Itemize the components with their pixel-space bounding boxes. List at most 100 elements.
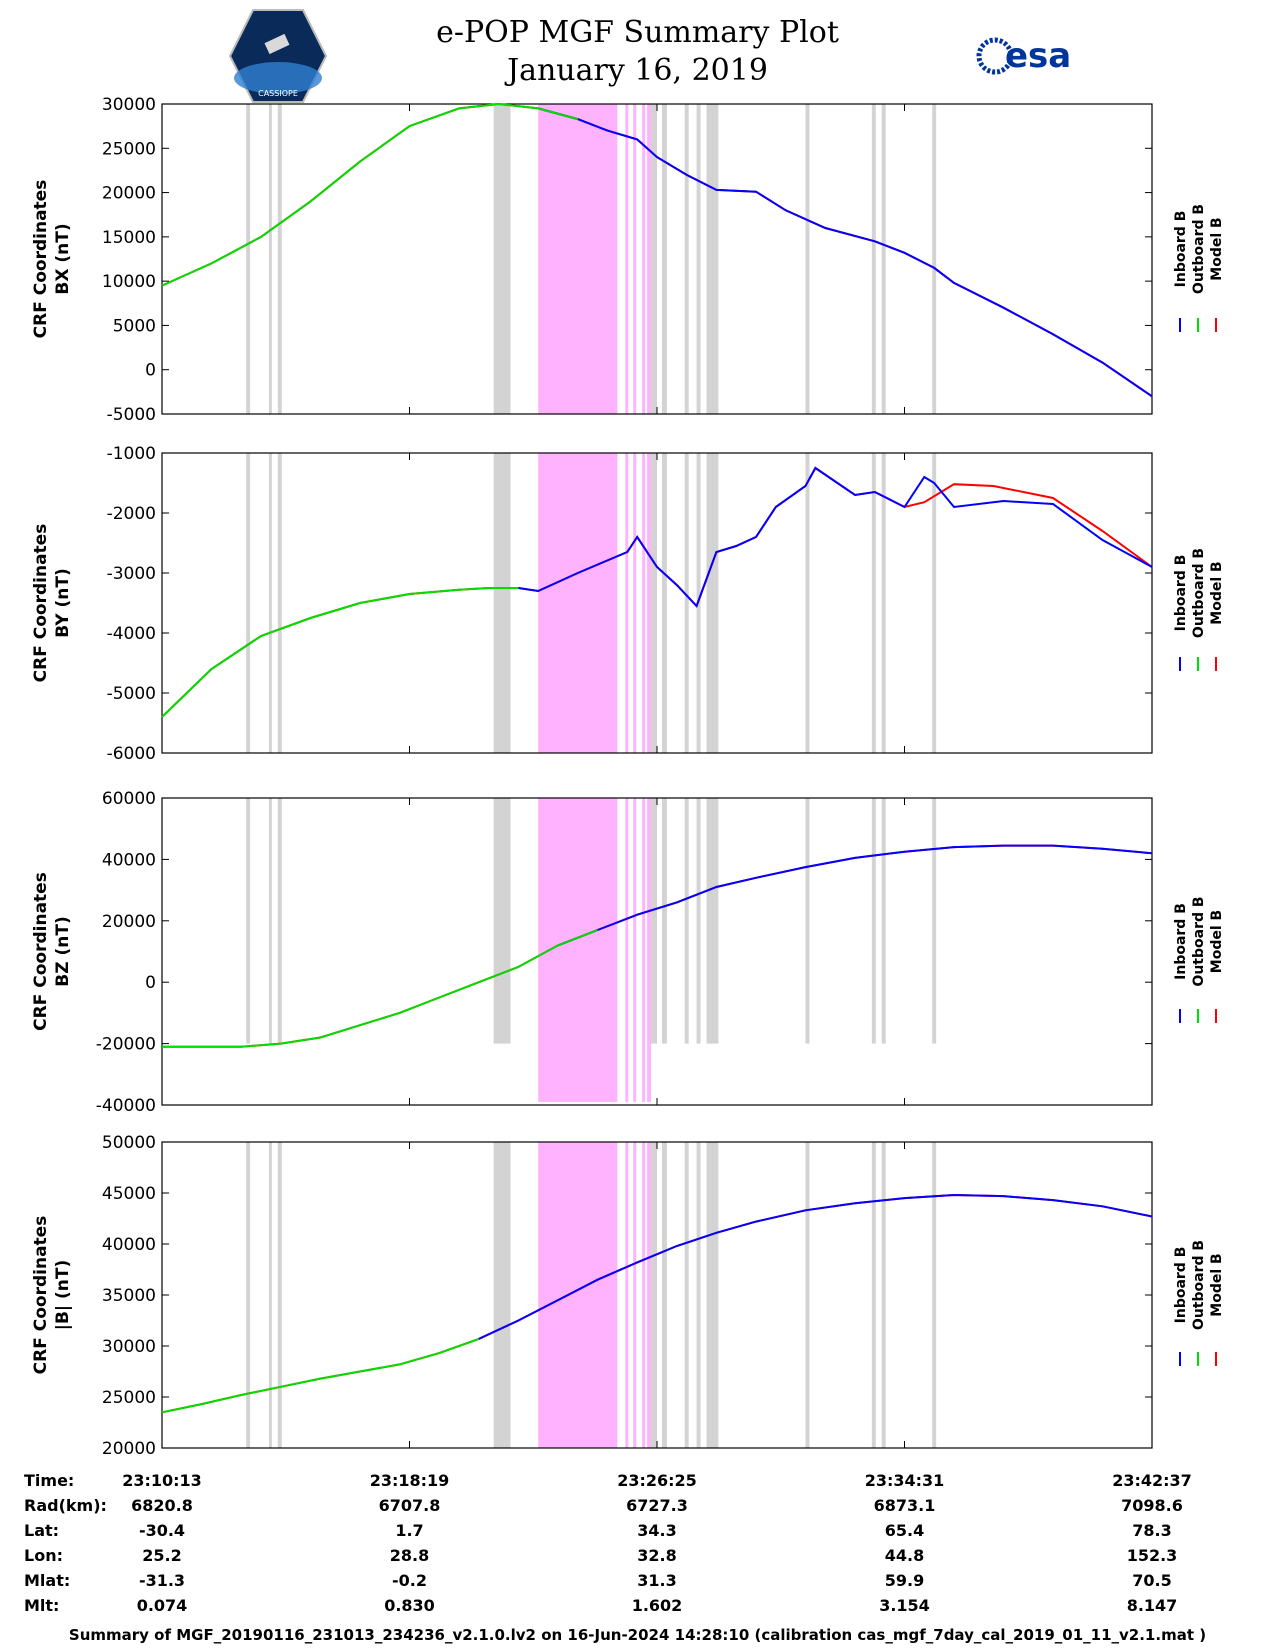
y-axis-label-units: BY (nT) [53, 568, 73, 638]
outboard-b-line [161, 102, 579, 287]
gray-data-gap-band [805, 1142, 810, 1448]
orbit-row-label: Mlat: [24, 1571, 70, 1590]
gray-data-gap-band [871, 1142, 876, 1448]
orbit-row-value: 0.074 [137, 1596, 188, 1615]
gray-data-gap-band [651, 104, 657, 414]
orbit-row-value: 6727.3 [626, 1496, 688, 1515]
gray-data-gap-band [268, 453, 272, 753]
gray-data-gap-band [661, 104, 667, 414]
magenta-event-band [647, 104, 652, 414]
magenta-event-band [642, 798, 646, 1102]
magenta-event-band [647, 453, 652, 753]
gray-data-gap-band [268, 1142, 272, 1448]
orbit-row-value: -31.3 [139, 1571, 185, 1590]
gray-data-gap-band [246, 453, 251, 753]
gray-data-gap-band [493, 453, 511, 753]
magenta-event-band [625, 1142, 629, 1448]
gray-data-gap-band [932, 1142, 937, 1448]
gray-data-gap-band [932, 104, 937, 414]
y-tick-label: 25000 [102, 139, 156, 159]
orbit-row-value: 1.7 [395, 1521, 423, 1540]
magenta-event-band [642, 104, 646, 414]
orbit-row-value: 1.602 [632, 1596, 683, 1615]
legend-label-inboard: Inboard B [1173, 1247, 1189, 1324]
y-tick-label: 50000 [102, 1133, 156, 1153]
magenta-event-band [647, 1142, 652, 1448]
gray-data-gap-band [651, 453, 657, 753]
y-tick-label: 15000 [102, 228, 156, 248]
gray-data-gap-band [651, 798, 657, 1044]
legend-label-model: Model B [1209, 561, 1225, 624]
gray-data-gap-band [881, 1142, 886, 1448]
gray-data-gap-band [277, 453, 282, 753]
y-tick-label: 25000 [102, 1388, 156, 1408]
y-tick-label: 30000 [102, 95, 156, 115]
gray-data-gap-band [696, 1142, 701, 1448]
y-axis-label-units: BX (nT) [53, 223, 73, 294]
y-tick-label: -4000 [107, 624, 156, 644]
plot-title: e-POP MGF Summary Plot [436, 15, 839, 50]
legend-label-inboard: Inboard B [1173, 211, 1189, 288]
legend-label-model: Model B [1209, 217, 1225, 280]
legend-label-model: Model B [1209, 910, 1225, 973]
y-tick-label: -5000 [107, 684, 156, 704]
orbit-row-value: 32.8 [637, 1546, 676, 1565]
magenta-event-band [642, 1142, 646, 1448]
gray-data-gap-band [696, 104, 701, 414]
magenta-event-band [633, 104, 637, 414]
orbit-row-value: 8.147 [1127, 1596, 1178, 1615]
gray-data-gap-band [684, 104, 689, 414]
gray-data-gap-band [651, 1142, 657, 1448]
y-axis-label: CRF Coordinates [31, 1216, 51, 1375]
inboard-b-line [537, 107, 1153, 398]
magenta-event-band [633, 453, 637, 753]
inboard-b-line [478, 1193, 1153, 1340]
y-axis-label: CRF Coordinates [31, 524, 51, 683]
gray-data-gap-band [706, 104, 719, 414]
gray-data-gap-band [871, 798, 876, 1044]
legend-label-outboard: Outboard B [1191, 548, 1207, 638]
orbit-row-value: 70.5 [1132, 1571, 1171, 1590]
orbit-row-label: Rad(km): [24, 1496, 107, 1515]
y-tick-label: 35000 [102, 1286, 156, 1306]
y-tick-label: 30000 [102, 1337, 156, 1357]
magenta-event-band [625, 104, 629, 414]
orbit-row-value: 23:26:25 [617, 1471, 697, 1490]
gray-data-gap-band [277, 104, 282, 414]
orbit-row-value: 152.3 [1127, 1546, 1178, 1565]
orbit-row-label: Time: [24, 1471, 74, 1490]
cassiope-logo: CASSIOPE [228, 9, 328, 103]
gray-data-gap-band [493, 1142, 511, 1448]
gray-data-gap-band [932, 798, 937, 1044]
orbit-row-value: 7098.6 [1121, 1496, 1183, 1515]
y-tick-label: 0 [145, 361, 156, 381]
y-tick-label: 45000 [102, 1184, 156, 1204]
gray-data-gap-band [246, 104, 251, 414]
orbit-row-value: 25.2 [142, 1546, 181, 1565]
gray-data-gap-band [493, 104, 511, 414]
magenta-event-band [538, 1142, 618, 1448]
gray-data-gap-band [805, 453, 810, 753]
y-axis-label-units: BZ (nT) [53, 916, 73, 986]
orbit-row-value: -30.4 [139, 1521, 185, 1540]
y-tick-label: -1000 [107, 444, 156, 464]
gray-data-gap-band [932, 453, 937, 753]
orbit-row-value: 23:42:37 [1112, 1471, 1192, 1490]
gray-data-gap-band [881, 453, 886, 753]
magenta-event-band [633, 1142, 637, 1448]
magenta-event-band [538, 104, 618, 414]
magenta-event-band [647, 798, 652, 1102]
orbit-row-value: 0.830 [384, 1596, 435, 1615]
footer-caption: Summary of MGF_20190116_231013_234236_v2… [68, 1626, 1207, 1644]
gray-data-gap-band [246, 798, 251, 1044]
inboard-b-line [488, 466, 1153, 608]
y-tick-label: 5000 [113, 316, 156, 336]
gray-data-gap-band [661, 1142, 667, 1448]
orbit-row-value: 23:18:19 [370, 1471, 450, 1490]
orbit-row-value: 6873.1 [874, 1496, 936, 1515]
orbit-row-value: 31.3 [637, 1571, 676, 1590]
gray-data-gap-band [277, 798, 282, 1044]
orbit-row-value: 23:10:13 [122, 1471, 202, 1490]
y-tick-label: -2000 [107, 504, 156, 524]
gray-data-gap-band [805, 798, 810, 1044]
